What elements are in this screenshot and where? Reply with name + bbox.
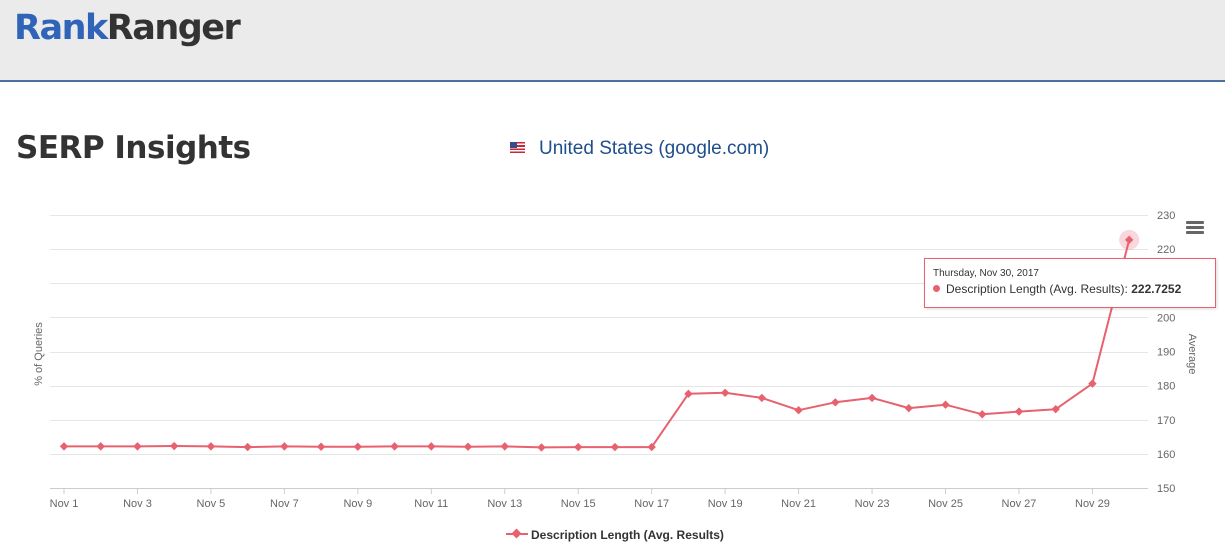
x-tick-label: Nov 23 <box>855 498 890 510</box>
x-tick-label: Nov 19 <box>708 498 743 510</box>
logo-ranger-text: Ranger <box>106 8 241 48</box>
x-tick-label: Nov 13 <box>487 498 522 510</box>
site-header: RankRanger <box>0 0 1225 82</box>
country-label: United States (google.com) <box>539 138 770 159</box>
data-point[interactable] <box>867 393 877 403</box>
legend-label: Description Length (Avg. Results) <box>531 528 724 542</box>
logo-rank-text: Rank <box>14 8 108 48</box>
series-line <box>64 239 1131 449</box>
x-tick-label: Nov 9 <box>343 498 372 510</box>
y-tick-label: 190 <box>1157 347 1175 359</box>
data-point[interactable] <box>610 442 620 452</box>
data-point[interactable] <box>1014 407 1024 416</box>
tooltip-series-label: Description Length (Avg. Results): <box>946 282 1128 296</box>
x-tick-label: Nov 1 <box>50 498 79 510</box>
data-point[interactable] <box>96 442 105 451</box>
data-point[interactable] <box>831 398 840 407</box>
y-tick-label: 200 <box>1157 312 1175 324</box>
data-point[interactable] <box>353 442 363 451</box>
country-selector[interactable]: United States (google.com) <box>510 138 769 160</box>
x-tick-label: Nov 5 <box>197 498 226 510</box>
y-tick-label: 150 <box>1157 483 1175 495</box>
tooltip-line: Description Length (Avg. Results): 222.7… <box>933 282 1181 296</box>
data-point[interactable] <box>978 410 987 419</box>
x-tick-label: Nov 21 <box>781 498 816 510</box>
data-point[interactable] <box>1088 379 1097 388</box>
y-tick-label: 220 <box>1157 244 1175 256</box>
legend-diamond-icon <box>506 529 528 539</box>
data-point[interactable] <box>59 442 69 451</box>
data-point[interactable] <box>316 442 326 451</box>
data-point[interactable] <box>941 400 950 409</box>
x-tick-label: Nov 3 <box>123 498 152 510</box>
data-point[interactable] <box>574 442 583 452</box>
x-tick-label: Nov 7 <box>270 498 299 510</box>
y-axis-label-right: Average <box>1186 334 1198 375</box>
data-point[interactable] <box>206 442 216 451</box>
y-tick-label: 180 <box>1157 381 1175 393</box>
data-point[interactable] <box>169 441 179 451</box>
chart-tooltip: Thursday, Nov 30, 2017 Description Lengt… <box>924 258 1216 308</box>
chart-menu-icon[interactable] <box>1186 221 1204 235</box>
data-point[interactable] <box>427 442 436 451</box>
x-tick-label: Nov 15 <box>561 498 596 510</box>
rankranger-logo[interactable]: RankRanger <box>14 8 241 48</box>
tooltip-value: 222.7252 <box>1131 282 1182 296</box>
line-chart: 150 160 170 180 190 200 220 230 Nov 1 Nov 3 Nov 5… <box>33 210 1198 510</box>
data-point[interactable] <box>1051 404 1060 414</box>
data-point[interactable] <box>390 442 399 451</box>
data-point[interactable] <box>133 442 142 451</box>
x-tick-label: Nov 17 <box>634 498 669 510</box>
data-point[interactable] <box>904 403 913 413</box>
data-point[interactable] <box>500 442 509 451</box>
y-tick-label: 170 <box>1157 415 1175 427</box>
y-tick-label: 160 <box>1157 449 1175 461</box>
us-flag-icon <box>510 142 525 153</box>
tooltip-date: Thursday, Nov 30, 2017 <box>933 268 1039 279</box>
tooltip-series-dot <box>933 285 940 292</box>
data-point[interactable] <box>684 389 693 399</box>
data-point[interactable] <box>720 388 730 397</box>
x-tick-label: Nov 25 <box>928 498 963 510</box>
y-axis-label-left: % of Queries <box>33 322 45 386</box>
y-tick-label: 230 <box>1157 210 1175 222</box>
x-tick-label: Nov 27 <box>1002 498 1037 510</box>
x-tick-label: Nov 11 <box>414 498 448 510</box>
data-point[interactable] <box>243 442 252 452</box>
data-point[interactable] <box>757 393 767 403</box>
data-point[interactable] <box>537 443 546 452</box>
data-point[interactable] <box>280 442 289 451</box>
data-point[interactable] <box>463 442 473 451</box>
data-point[interactable] <box>647 442 656 452</box>
data-point[interactable] <box>794 405 803 415</box>
x-tick-label: Nov 29 <box>1075 498 1110 510</box>
chart-legend-item[interactable]: Description Length (Avg. Results) <box>506 528 724 542</box>
page-title: SERP Insights <box>16 130 251 166</box>
